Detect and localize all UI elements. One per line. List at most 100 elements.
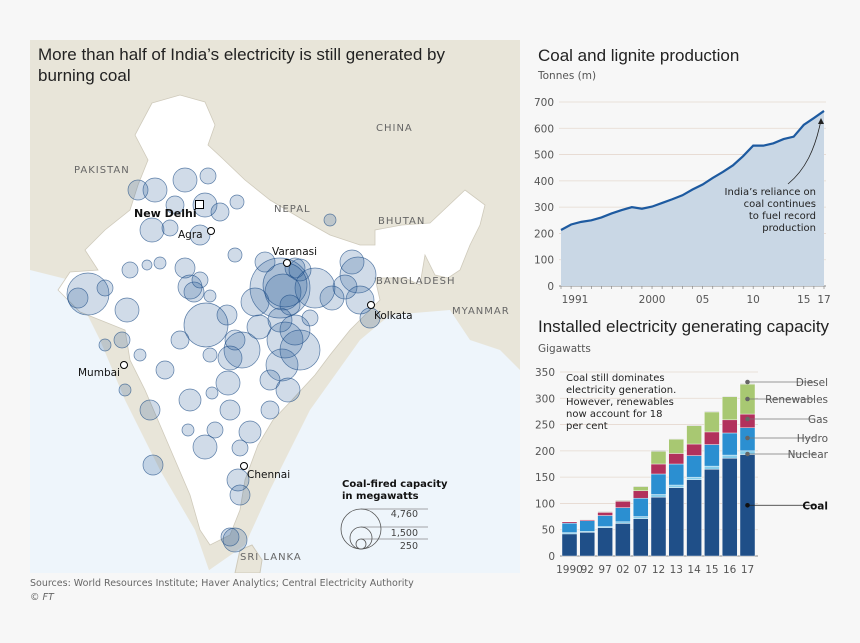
bar-segment-gas	[686, 443, 702, 456]
coal-plant-bubble	[165, 195, 185, 215]
country-label-bangladesh: BANGLADESH	[376, 276, 456, 287]
coal-plant-bubble	[224, 329, 246, 351]
bar-segment-nuclear	[650, 494, 667, 498]
coal-plant-bubble	[288, 258, 312, 282]
legend-label-diesel: Diesel	[796, 377, 828, 389]
coal-plant-bubble	[189, 224, 211, 246]
y-tick-label: 150	[535, 472, 555, 484]
india-map	[30, 40, 520, 573]
legend-label-renewables: Renewables	[765, 394, 828, 406]
coal-plant-bubble	[161, 219, 179, 237]
bar-segment-gas	[615, 501, 631, 508]
legend-circle-medium	[349, 526, 373, 550]
capital-marker-icon	[195, 200, 204, 209]
country-label-nepal: NEPAL	[274, 204, 311, 215]
coal-plant-bubble	[264, 273, 302, 311]
legend-title: Coal-fired capacity in megawatts	[342, 479, 448, 503]
coal-plant-bubble	[191, 271, 209, 289]
y-tick-label: 700	[534, 97, 554, 109]
coal-plant-bubble	[205, 386, 219, 400]
x-tick-label: 16	[723, 564, 737, 576]
x-tick-label: 12	[652, 564, 665, 576]
bar-segment-gas	[650, 463, 667, 475]
x-tick-label: 17	[741, 564, 754, 576]
x-tick-label: 05	[696, 294, 709, 306]
bar-segment-hydro	[668, 463, 685, 486]
coal-plant-bubble	[141, 259, 153, 271]
coal-plant-bubble	[259, 369, 281, 391]
bar-segment-renewables	[686, 425, 702, 445]
coal-plant-bubble	[127, 179, 149, 201]
sri-lanka	[234, 544, 263, 573]
bar-segment-gas	[597, 512, 613, 516]
x-tick-label: 92	[581, 564, 594, 576]
country-label-pakistan: PAKISTAN	[74, 165, 130, 176]
coal-plant-bubble	[199, 167, 217, 185]
legend-label-coal: Coal	[802, 500, 828, 512]
coal-plant-bubble	[133, 348, 147, 362]
x-tick-label: 97	[598, 564, 611, 576]
coal-plant-bubble	[216, 304, 238, 326]
bar-segment-coal	[668, 487, 685, 557]
city-label-new-delhi: New Delhi	[134, 207, 197, 220]
x-tick-label: 02	[616, 564, 629, 576]
bar-segment-hydro	[650, 473, 667, 495]
coal-plant-bubble	[172, 167, 198, 193]
coal-plant-bubble	[153, 256, 167, 270]
coal-plant-bubble	[249, 257, 311, 319]
bar-segment-nuclear	[704, 465, 720, 470]
coal-plant-bubble	[227, 247, 243, 263]
coal-plant-bubble	[155, 360, 175, 380]
bar-segment-coal	[632, 518, 649, 557]
x-tick-label: 15	[797, 294, 810, 306]
coal-plant-bubble	[202, 347, 218, 363]
annotation-line: India’s reliance on	[724, 187, 816, 198]
coal-plant-bubble	[339, 249, 365, 275]
coal-plant-bubble	[96, 279, 114, 297]
annotation-arrow	[787, 119, 822, 185]
bar-segment-nuclear	[615, 521, 631, 524]
coal-plant-bubble	[67, 287, 89, 309]
coal-production-line	[560, 110, 825, 231]
country-label-sri-lanka: SRI LANKA	[240, 552, 302, 563]
coal-plant-bubble	[139, 399, 161, 421]
coal-plant-bubble	[170, 330, 190, 350]
y-tick-label: 0	[548, 551, 555, 563]
x-tick-label: 14	[687, 564, 701, 576]
coal-plant-bubble	[323, 213, 337, 227]
city-marker-icon	[283, 259, 291, 267]
x-tick-label: 1990	[556, 564, 583, 576]
bar-segment-gas	[632, 490, 649, 499]
coal-plant-bubble	[229, 484, 251, 506]
bar-segment-hydro	[632, 497, 649, 517]
bar-segment-renewables	[721, 396, 738, 421]
bar-segment-hydro	[579, 520, 595, 532]
india-landmass	[57, 94, 486, 546]
annotation-line: coal continues	[743, 199, 816, 210]
annotation-line: electricity generation.	[566, 385, 677, 396]
city-label-agra: Agra	[178, 229, 203, 241]
coal-plant-bubble	[174, 257, 196, 279]
annotation-line: to fuel record	[748, 211, 816, 222]
bar-segment-renewables	[650, 451, 667, 465]
y-tick-label: 300	[535, 393, 555, 405]
bar-segment-hydro	[704, 444, 720, 467]
legend-value-large: 4,760	[390, 509, 418, 520]
coal-plant-bubble	[178, 388, 202, 412]
bar-segment-renewables	[668, 439, 685, 454]
legend-circle-small	[355, 538, 367, 550]
y-tick-label: 300	[534, 202, 554, 214]
x-tick-label: 07	[634, 564, 647, 576]
line-chart: 0 100 200 300 400 500 600 700 1991 2000 05 10 15 17	[534, 97, 831, 306]
bar-segment-diesel	[632, 485, 649, 487]
coal-plant-bubble	[275, 377, 301, 403]
x-tick-label: 10	[747, 294, 760, 306]
bar-segment-nuclear	[632, 516, 649, 519]
legend-dot-icon	[745, 451, 750, 457]
copyright: © FT	[30, 592, 54, 603]
coal-plant-bubble	[177, 274, 203, 300]
bubble-size-legend	[340, 508, 428, 550]
coal-plant-bubble	[118, 383, 132, 397]
bar-segment-diesel	[650, 450, 667, 452]
